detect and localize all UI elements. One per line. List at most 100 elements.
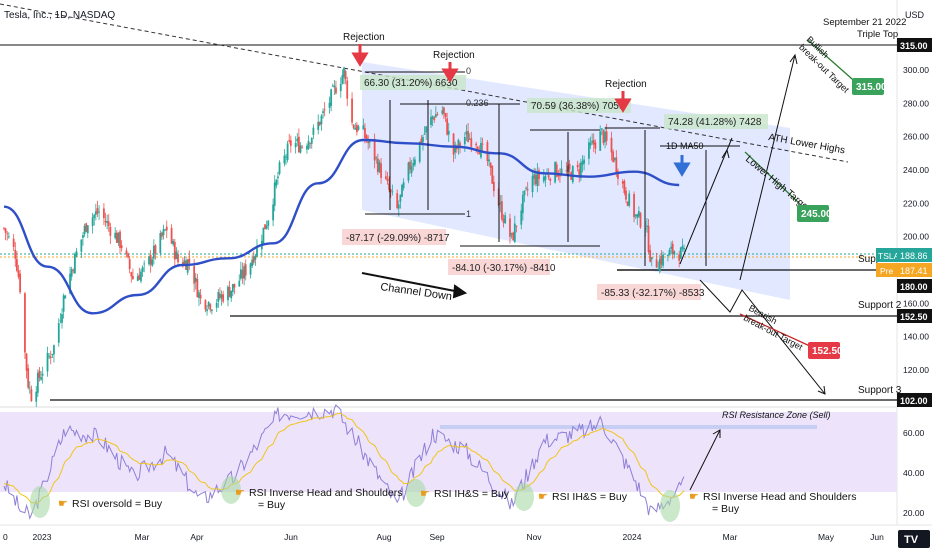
candle [521,190,524,221]
candle [434,106,437,118]
candle [36,369,39,398]
time-tick-label: Nov [526,532,542,542]
tag-ticker-bg [876,248,898,262]
candle [602,129,605,146]
symbol-title: Tesla, Inc., 1D, NASDAQ [4,10,115,21]
rsi-zone-arrow [689,429,721,491]
candle [35,386,38,408]
candle [152,239,155,265]
candle [671,240,674,260]
candle [681,238,684,252]
time-tick-label: Mar [135,532,150,542]
candle [391,184,394,196]
tag-pre-label: Pre [880,266,894,276]
measure-4-box [360,75,466,90]
candle [433,115,436,123]
candle [277,171,279,185]
candle [83,223,86,238]
lower-high-target-value: 245.00 [801,209,832,220]
candle [106,214,109,230]
candle [501,194,503,222]
candle [376,153,379,176]
candle [412,157,415,171]
candle [583,155,585,171]
candle [357,124,360,131]
candle [330,88,333,112]
candle [109,222,112,245]
candle [378,159,381,174]
candle [125,247,128,258]
rsi-tick-label: 60.00 [903,428,925,438]
candle [467,123,469,143]
channel-down-arrow [361,272,468,299]
time-tick-label: Apr [190,532,203,542]
candles-series [3,66,685,408]
candle [604,126,606,149]
candle [220,290,223,306]
candle [196,273,199,298]
rsi-ihs-note-2: ☛ RSI IH&S = Buy [420,488,510,500]
candle [388,176,391,193]
candle [222,290,225,304]
pointing-hand-icon: ☛ [538,491,548,503]
candle [91,212,94,234]
candle [354,122,357,130]
candle [173,239,176,268]
candle [267,220,270,231]
price-tick-label: 160.00 [903,298,929,308]
candle [6,231,9,241]
price-tick-label: 120.00 [903,365,929,375]
candle [650,257,653,267]
candle [605,123,608,146]
candle [228,280,231,298]
tag-pre: 187.41 [900,266,928,276]
candle [177,249,179,265]
candle [662,251,664,269]
candle [588,138,590,165]
time-tick-label: Mar [723,532,738,542]
bullish-target-text: Bullishbreak-out Target [797,34,851,95]
candle [138,267,141,281]
candle [443,106,445,120]
candle [30,385,33,402]
candle [492,175,495,197]
candle [683,244,685,253]
candle [454,141,457,159]
candle [322,108,324,119]
candle [591,133,594,145]
candle [115,230,118,244]
svg-text:TV: TV [904,534,919,546]
candle [17,264,20,280]
candle [38,366,41,382]
svg-text:= Buy: = Buy [258,499,286,511]
candle [96,200,99,218]
tag-152: 152.50 [900,312,928,322]
candle [273,175,276,212]
measure-1-box [342,229,446,245]
rsi-signal-line [3,412,685,505]
tag-315: 315.00 [900,41,928,51]
time-tick-label: Jun [870,532,884,542]
candle [352,123,355,130]
pointing-hand-icon: ☛ [420,488,430,500]
svg-text:RSI IH&S = Buy: RSI IH&S = Buy [552,491,628,503]
svg-text:1D MA50: 1D MA50 [666,141,704,151]
candle [48,353,51,360]
rsi-line [3,404,685,520]
price-tick-label: 300.00 [903,65,929,75]
candle [380,158,382,184]
candle [423,126,426,135]
fib-0-label: 0 [466,66,471,76]
time-tick-label: Jun [284,532,298,542]
candle [199,289,202,305]
candle [646,217,648,233]
support-3-label: Support 3 [858,385,902,396]
measure-3-label: -85.33 (-32.17%) -8533 [601,288,705,299]
candle [85,222,88,233]
candle [188,250,191,271]
candle [297,128,300,154]
candle [396,189,399,210]
candle [386,172,389,185]
candle [525,186,527,191]
